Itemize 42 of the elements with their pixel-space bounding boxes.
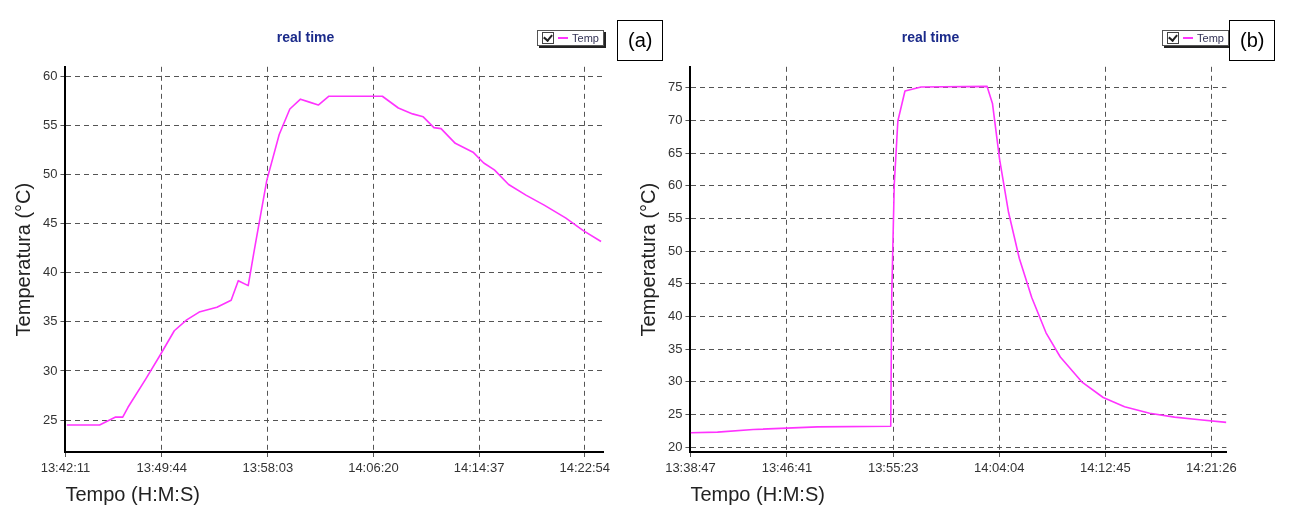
y-axis-title: Temperatura (°C) <box>636 182 659 337</box>
x-tick-label: 14:06:20 <box>348 459 399 475</box>
y-tick-label: 50 <box>42 166 58 182</box>
legend-label: Temp <box>572 32 599 44</box>
x-tick-label: 13:58:03 <box>242 459 294 475</box>
x-tick-label: 14:21:26 <box>1186 459 1237 475</box>
y-tick-label: 50 <box>667 242 683 258</box>
text: (a) <box>617 20 664 61</box>
y-tick-label: 25 <box>667 406 683 422</box>
x-tick-label: 14:04:04 <box>973 459 1025 475</box>
chart-title: real time <box>901 29 960 46</box>
x-tick-label: 13:55:23 <box>867 459 919 475</box>
y-tick-label: 45 <box>42 215 58 231</box>
y-tick-label: 30 <box>42 362 58 378</box>
x-tick-label: 14:22:54 <box>559 459 611 475</box>
y-tick-label: 65 <box>667 144 683 160</box>
legend-label: Temp <box>1197 32 1224 44</box>
x-tick-label: 13:42:11 <box>40 459 91 475</box>
x-tick-label: 13:46:41 <box>761 459 813 475</box>
y-tick-label: 20 <box>667 438 683 454</box>
x-tick-label: 13:38:47 <box>665 459 716 475</box>
y-tick-label: 30 <box>667 373 683 389</box>
y-tick-label: 60 <box>42 68 58 84</box>
x-axis-title: Tempo (H:M:S) <box>690 482 825 505</box>
y-axis-title: Temperatura (°C) <box>11 182 34 337</box>
y-tick-label: 55 <box>667 210 683 225</box>
y-tick-label: 70 <box>667 111 683 127</box>
x-tick-label: 14:14:37 <box>453 459 505 475</box>
x-tick-label: 13:49:44 <box>136 459 188 475</box>
y-tick-label: 75 <box>667 79 683 95</box>
y-tick-label: 25 <box>42 411 58 427</box>
y-tick-label: 45 <box>667 275 683 291</box>
chart-title: real time <box>276 29 335 46</box>
y-tick-label: 35 <box>42 313 58 329</box>
y-tick-label: 35 <box>667 340 683 356</box>
text: (b) <box>1229 20 1276 61</box>
x-axis-title: Tempo (H:M:S) <box>65 482 200 505</box>
y-tick-label: 40 <box>42 264 58 280</box>
x-tick-label: 14:12:45 <box>1080 459 1131 475</box>
y-tick-label: 60 <box>667 177 683 193</box>
y-tick-label: 55 <box>42 117 58 133</box>
y-tick-label: 40 <box>667 308 683 324</box>
